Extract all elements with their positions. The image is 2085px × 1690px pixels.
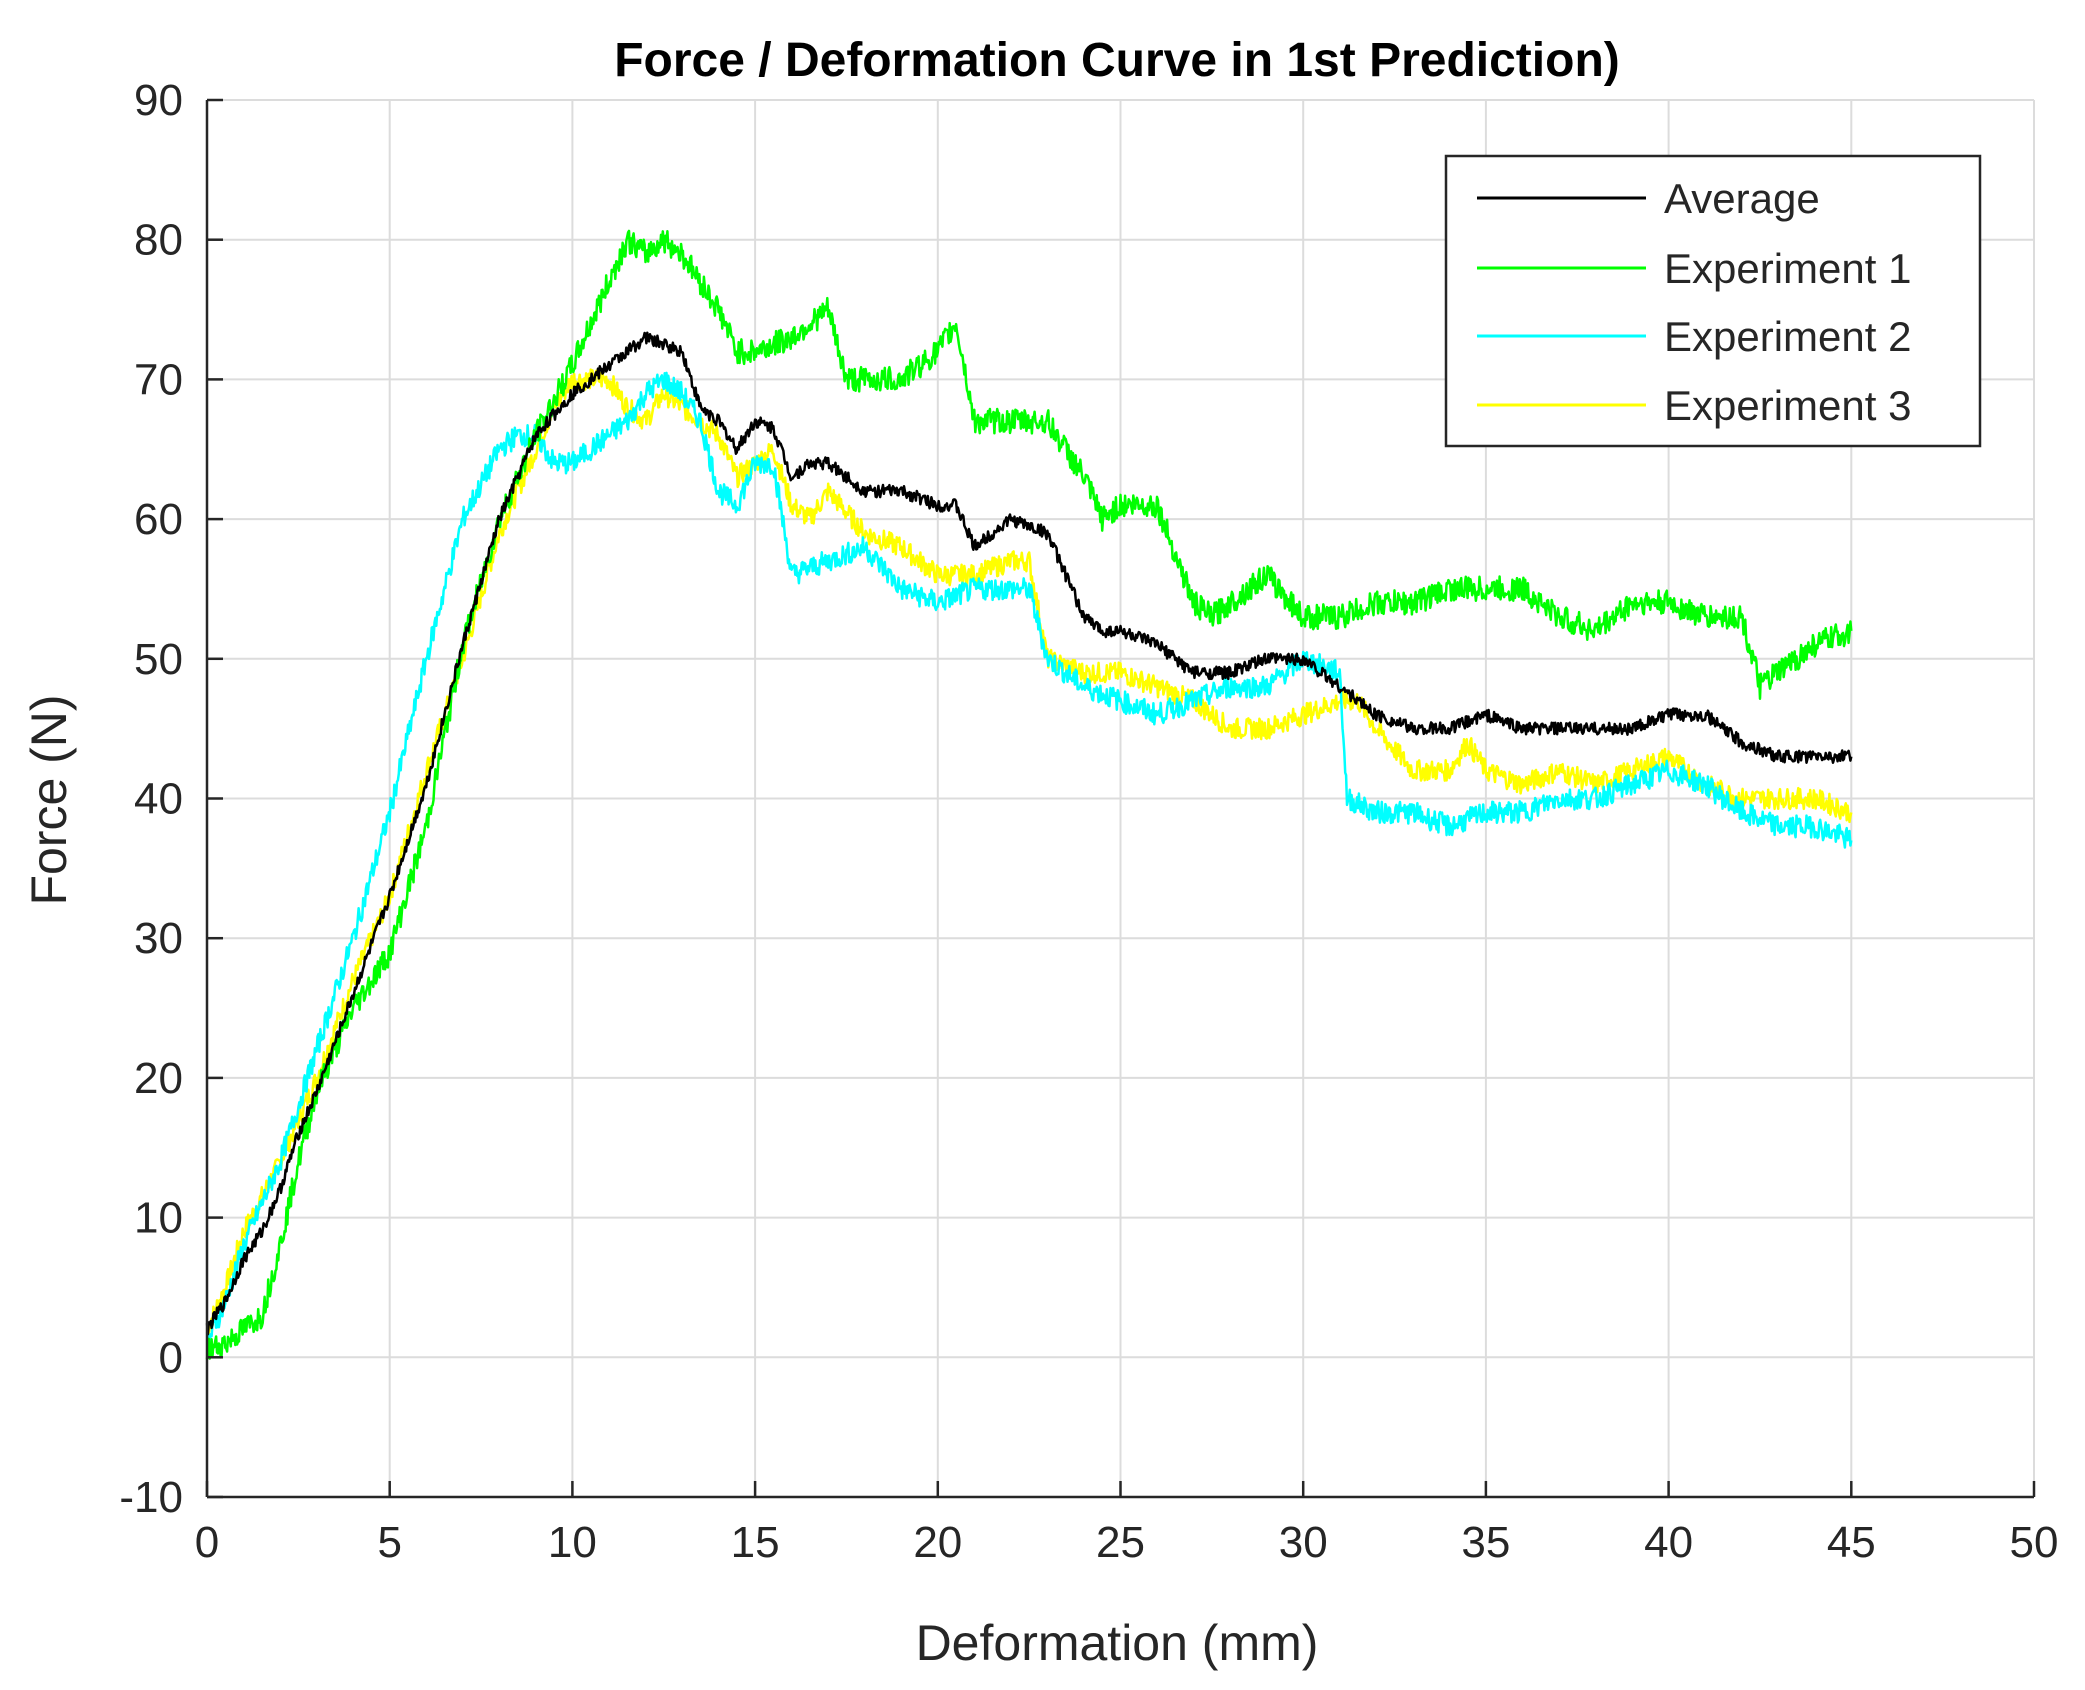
y-tick-label-4: 30 — [134, 914, 183, 963]
y-tick-label-9: 80 — [134, 216, 183, 265]
tick-labels: 0 5 10 15 20 25 30 35 40 45 50-1001020304050607080… — [119, 76, 2058, 1567]
y-tick-label-7: 60 — [134, 495, 183, 544]
legend-label-experiment-2: Experiment 2 — [1664, 313, 1911, 360]
y-tick-label-3: 20 — [134, 1054, 183, 1103]
chart-title: Force / Deformation Curve in 1st Predict… — [614, 34, 1620, 87]
x-tick-label-6: 30 — [1279, 1518, 1328, 1567]
x-axis-label: Deformation (mm) — [916, 1615, 1319, 1671]
y-tick-label-2: 10 — [134, 1194, 183, 1243]
legend-box — [1444, 154, 1982, 448]
y-tick-label-6: 50 — [134, 635, 183, 684]
series-line-experiment-3 — [205, 368, 1853, 1335]
x-tick-label-1: 5 — [377, 1518, 401, 1567]
y-axis-label: Force (N) — [21, 694, 77, 905]
x-tick-label-9: 45 — [1827, 1518, 1876, 1567]
x-tick-label-8: 40 — [1644, 1518, 1693, 1567]
series-lines — [205, 229, 1853, 1360]
x-tick-label-5: 25 — [1096, 1518, 1145, 1567]
series-line-experiment-1 — [205, 229, 1853, 1360]
y-tick-label-8: 70 — [134, 355, 183, 404]
x-tick-label-7: 35 — [1461, 1518, 1510, 1567]
x-tick-label-0: 0 — [195, 1518, 219, 1567]
y-tick-label-1: 0 — [159, 1333, 183, 1382]
axes — [205, 98, 2036, 1499]
x-tick-label-10: 50 — [2010, 1518, 2059, 1567]
y-tick-label-5: 40 — [134, 775, 183, 824]
legend-label-experiment-1: Experiment 1 — [1664, 245, 1911, 292]
legend: Average Experiment 1 Experiment 2 Experi… — [1444, 154, 1982, 448]
x-tick-label-4: 20 — [913, 1518, 962, 1567]
x-tick-label-3: 15 — [731, 1518, 780, 1567]
x-tick-label-2: 10 — [548, 1518, 597, 1567]
legend-label-average: Average — [1664, 175, 1820, 222]
y-tick-label-10: 90 — [134, 76, 183, 125]
y-tick-label-0: -10 — [119, 1473, 183, 1522]
series-line-experiment-2 — [205, 371, 1853, 1342]
series-line-average — [205, 331, 1853, 1336]
legend-label-experiment-3: Experiment 3 — [1664, 382, 1911, 429]
